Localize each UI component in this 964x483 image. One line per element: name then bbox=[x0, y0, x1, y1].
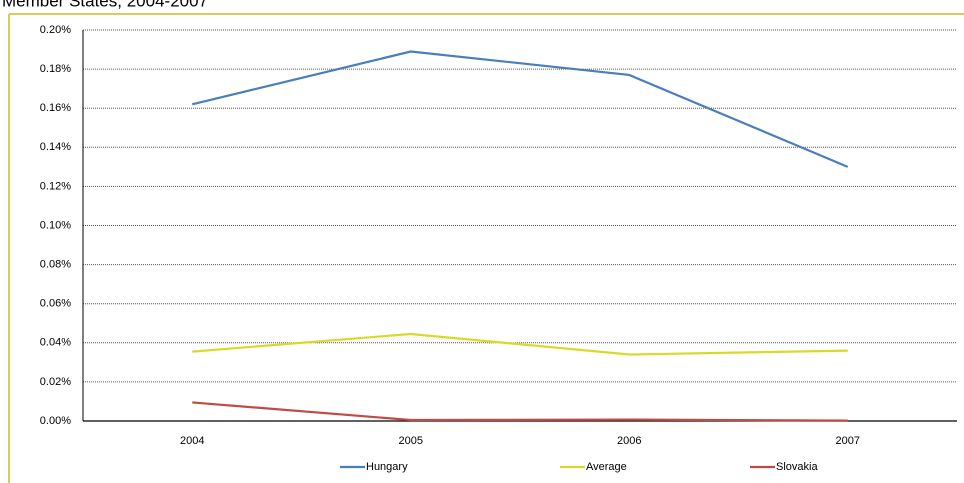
x-tick-label: 2006 bbox=[617, 435, 641, 447]
y-tick-label: 0.02% bbox=[40, 376, 71, 388]
y-tick-label: 0.20% bbox=[40, 24, 71, 36]
y-tick-label: 0.06% bbox=[40, 298, 71, 310]
series-line bbox=[192, 401, 848, 422]
y-tick-label: 0.18% bbox=[40, 63, 71, 75]
x-tick-label: 2007 bbox=[836, 435, 860, 447]
y-tick-label: 0.16% bbox=[40, 102, 71, 114]
y-tick-label: 0.10% bbox=[40, 219, 71, 231]
chart-title: Member States, 2004-2007 bbox=[2, 0, 208, 10]
y-tick-label: 0.12% bbox=[40, 180, 71, 192]
series-line bbox=[191, 50, 849, 168]
series-line bbox=[192, 332, 848, 356]
y-tick-label: 0.08% bbox=[40, 259, 71, 271]
legend-label: Average bbox=[586, 461, 627, 473]
legend-label: Hungary bbox=[366, 461, 408, 473]
y-tick-label: 0.04% bbox=[40, 337, 71, 349]
x-tick-label: 2004 bbox=[180, 435, 204, 447]
y-tick-label: 0.14% bbox=[40, 141, 71, 153]
legend-label: Slovakia bbox=[776, 461, 818, 473]
y-tick-label: 0.00% bbox=[40, 415, 71, 427]
x-tick-label: 2005 bbox=[399, 435, 423, 447]
